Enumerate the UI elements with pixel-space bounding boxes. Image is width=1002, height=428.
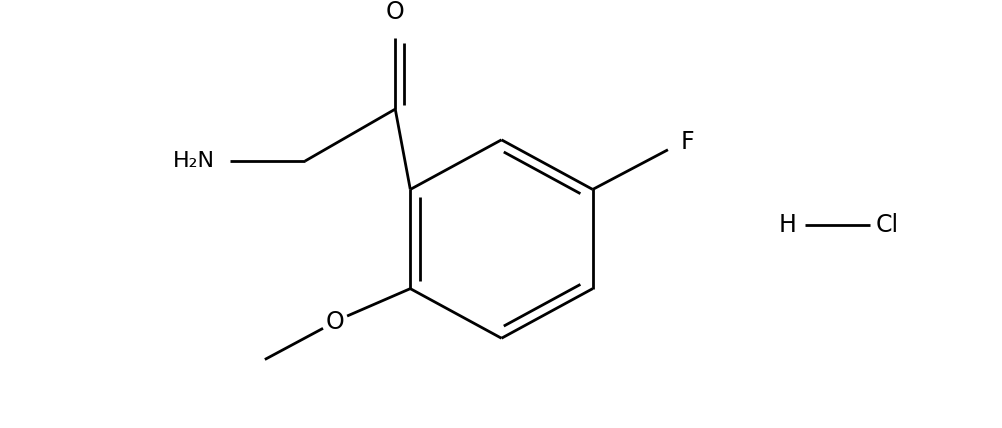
- Text: F: F: [680, 130, 694, 154]
- Text: H₂N: H₂N: [172, 151, 214, 171]
- Text: Cl: Cl: [875, 213, 899, 237]
- Text: O: O: [326, 310, 344, 334]
- Text: O: O: [386, 0, 404, 24]
- Text: H: H: [778, 213, 796, 237]
